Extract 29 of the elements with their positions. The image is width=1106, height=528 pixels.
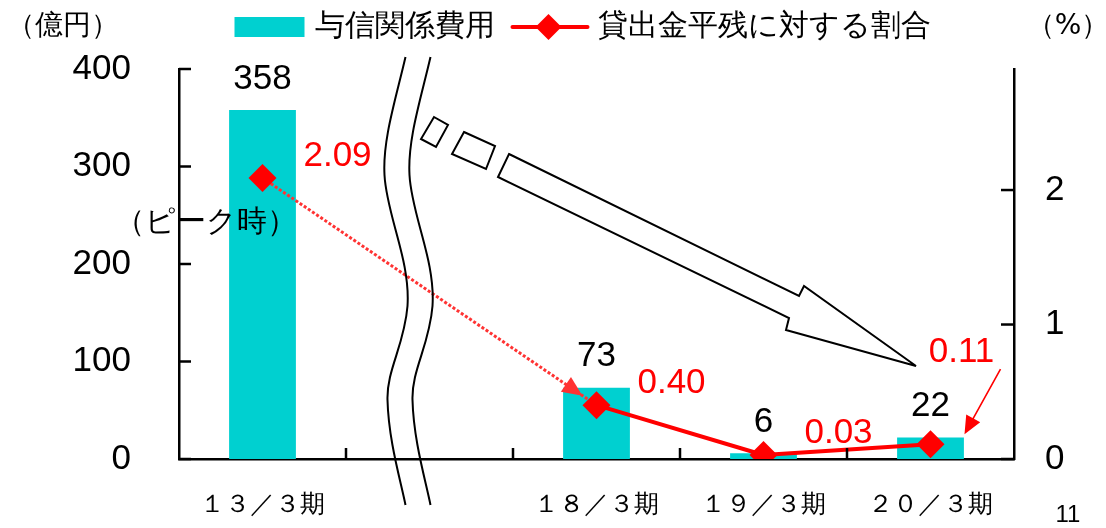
data-label: 73 xyxy=(577,334,616,374)
y-tick-label: 300 xyxy=(72,144,131,184)
y2-tick-label: 2 xyxy=(1045,167,1065,207)
x-tick-label: １３／３期 xyxy=(200,488,325,518)
data-label: 358 xyxy=(233,56,292,96)
x-tick-label: ２０／３期 xyxy=(868,488,993,518)
point xyxy=(582,391,611,420)
y2-axis-title: （%） xyxy=(1026,8,1106,42)
y-tick-label: 200 xyxy=(72,241,131,281)
legend-label: 貸出金平残に対する割合 xyxy=(597,6,931,42)
x-tick-label: １９／３期 xyxy=(701,488,826,518)
y2-tick-label: 0 xyxy=(1045,436,1065,476)
y-axis-title: （億円） xyxy=(7,8,119,42)
y-tick-label: 0 xyxy=(111,436,131,476)
data-label: 22 xyxy=(911,384,950,424)
data-label: 6 xyxy=(753,399,774,439)
data-label: 0.03 xyxy=(804,410,873,450)
legend-label: 与信関係費用 xyxy=(314,6,495,42)
y-tick-label: 400 xyxy=(72,46,131,86)
data-label: 2.09 xyxy=(303,133,372,173)
text: 11 xyxy=(1055,499,1081,527)
data-label: 0.40 xyxy=(637,360,706,400)
data-label: 0.11 xyxy=(928,329,995,369)
y2-tick-label: 1 xyxy=(1045,302,1065,342)
x-tick-label: １８／３期 xyxy=(534,488,659,518)
bar xyxy=(229,109,296,459)
point xyxy=(916,430,945,459)
y-tick-label: 100 xyxy=(72,339,131,379)
point xyxy=(248,163,277,192)
